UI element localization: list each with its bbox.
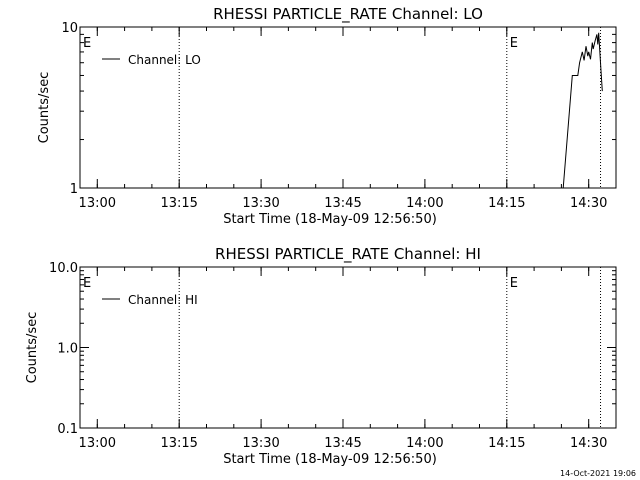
y-axis-label: Counts/sec (37, 72, 52, 144)
x-tick-label: 13:15 (160, 196, 197, 211)
chart-hi-channel: RHESSI PARTICLE_RATE Channel: HI 0.1 1.0 10… (25, 245, 617, 467)
x-tick-label: 14:30 (570, 436, 607, 451)
x-tick-label: 13:00 (79, 196, 116, 211)
y-tick-label: 1.0 (57, 342, 78, 357)
event-marker-label: E (83, 36, 91, 51)
y-tick-label: 1 (70, 182, 78, 197)
x-tick-label: 14:30 (570, 196, 607, 211)
x-tick-label: 13:00 (79, 436, 116, 451)
series-line-channel-lo (562, 32, 603, 189)
x-tick-label: 14:00 (406, 436, 443, 451)
x-tick-label: 13:15 (160, 436, 197, 451)
x-tick-label: 13:30 (242, 196, 279, 211)
y-tick-label: 10 (61, 21, 78, 36)
x-tick-label: 13:45 (324, 436, 361, 451)
legend-label: Channel: HI (128, 293, 198, 307)
event-marker-label: E (83, 276, 91, 291)
plot-frame (79, 266, 617, 429)
x-tick-label: 13:30 (242, 436, 279, 451)
plot-frame (79, 26, 617, 189)
chart-lo-channel: RHESSI PARTICLE_RATE Channel: LO 1 10 13:00… (37, 5, 617, 227)
chart-title: RHESSI PARTICLE_RATE Channel: LO (213, 5, 483, 24)
y-tick-label: 10.0 (49, 261, 78, 276)
x-axis-label: Start Time (18-May-09 12:56:50) (223, 212, 437, 227)
x-tick-label: 14:15 (488, 196, 525, 211)
y-axis-label: Counts/sec (25, 312, 40, 384)
x-tick-label: 14:00 (406, 196, 443, 211)
event-marker-label: E (510, 36, 518, 51)
chart-title: RHESSI PARTICLE_RATE Channel: HI (215, 245, 481, 264)
x-tick-label: 14:15 (488, 436, 525, 451)
event-marker-label: E (510, 276, 518, 291)
legend-label: Channel: LO (128, 53, 201, 67)
x-axis-label: Start Time (18-May-09 12:56:50) (223, 452, 437, 467)
x-tick-label: 13:45 (324, 196, 361, 211)
timestamp: 14-Oct-2021 19:06 (560, 469, 636, 478)
y-tick-label: 0.1 (57, 422, 78, 437)
